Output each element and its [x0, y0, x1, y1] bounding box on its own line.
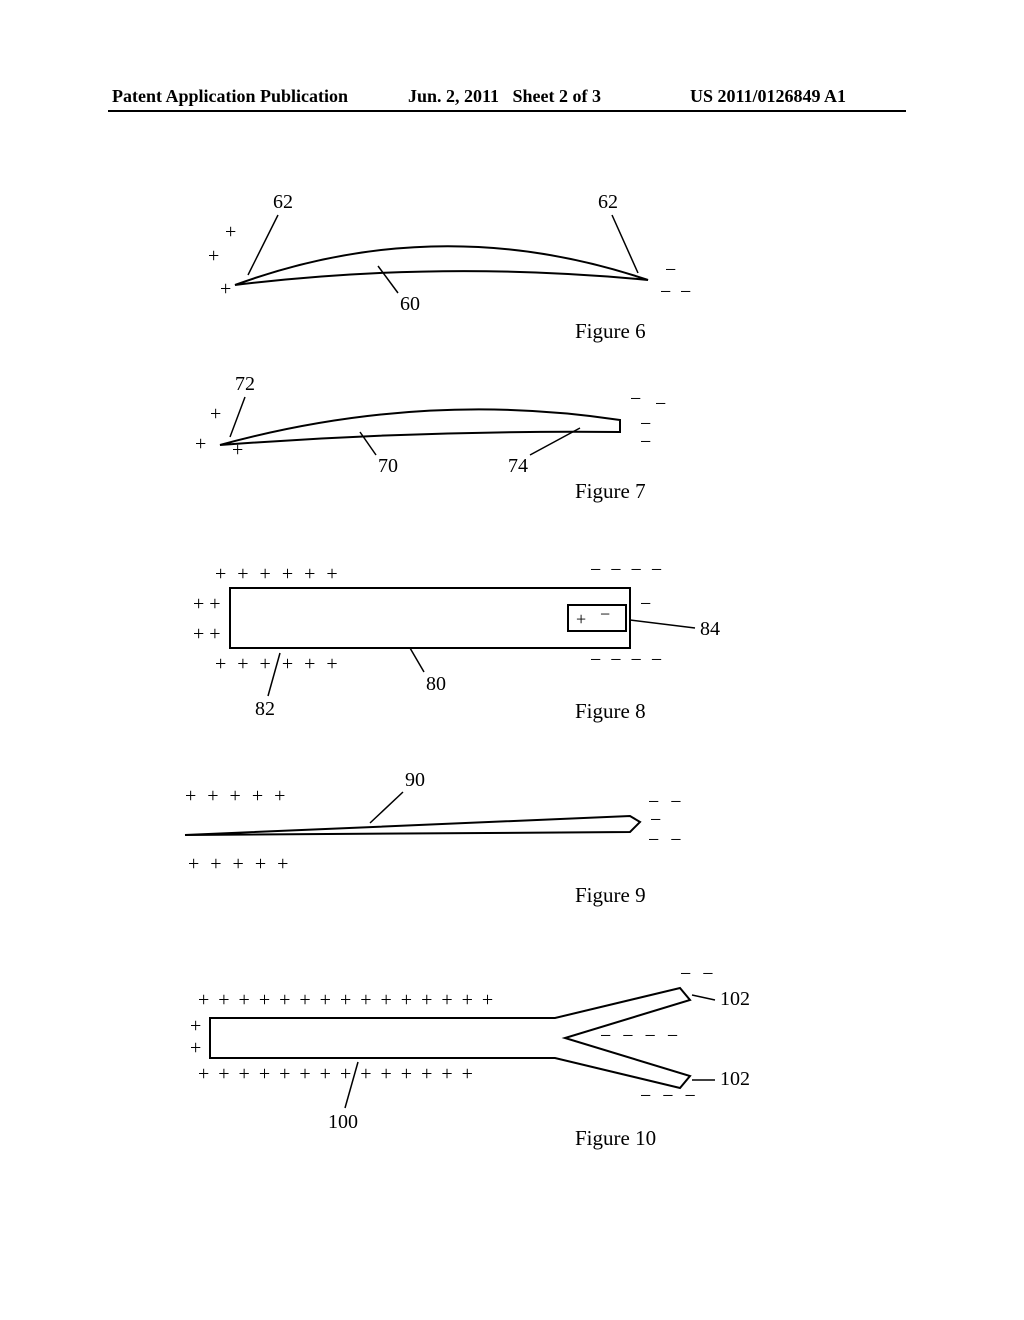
figure-8: + + + + + + + + + + + + + + + + + − − − …: [0, 540, 1024, 740]
header-date-text: Jun. 2, 2011: [408, 86, 499, 106]
fig9-shape: [185, 816, 640, 835]
fig6-shape: [235, 246, 648, 285]
fig6-minus-1: −: [660, 281, 671, 303]
fig10-leader-102a: [692, 995, 715, 1000]
fig8-plus-inner: +: [576, 609, 586, 629]
fig7-plus-2: +: [232, 439, 243, 461]
fig7-label-72: 72: [235, 373, 255, 395]
fig9-leader-90: [370, 792, 403, 823]
fig8-plus-l1: + +: [193, 593, 221, 615]
fig7-minus-3: −: [640, 431, 651, 453]
fig10-plus-top: + + + + + + + + + + + + + + +: [198, 989, 495, 1011]
fig8-label-84: 84: [700, 618, 720, 640]
fig8-leader-84: [630, 620, 695, 628]
fig9-minus-bot: − −: [648, 829, 685, 851]
fig6-minus-2: −: [680, 281, 691, 303]
fig6-label-60: 60: [400, 293, 420, 315]
fig9-plus-bot: + + + + +: [188, 853, 291, 875]
fig9-caption: Figure 9: [575, 883, 646, 907]
fig6-plus-1: +: [208, 245, 219, 267]
fig8-minus-inner: −: [600, 604, 610, 624]
fig10-caption: Figure 10: [575, 1126, 656, 1150]
fig9-minus-mid: −: [650, 809, 661, 831]
header-sheet: Sheet 2 of 3: [513, 86, 602, 106]
fig7-leader-72: [230, 397, 245, 437]
figure-7: 72 70 74 + + + − − − − Figure 7: [0, 370, 1024, 510]
fig8-leader-80: [410, 648, 424, 672]
fig8-minus-r: −: [640, 593, 651, 615]
fig8-plus-l2: + +: [193, 623, 221, 645]
fig9-label-90: 90: [405, 769, 425, 791]
fig10-minus-br: − − −: [640, 1085, 699, 1107]
fig10-label-100: 100: [328, 1111, 358, 1133]
fig10-minus-mid: − − − −: [600, 1025, 681, 1047]
fig7-plus-0: +: [210, 403, 221, 425]
fig6-caption: Figure 6: [575, 319, 646, 343]
fig8-label-82: 82: [255, 698, 275, 720]
fig6-label-62r: 62: [598, 191, 618, 213]
fig6-leader-62l: [248, 215, 278, 275]
fig10-plus-bot: + + + + + + + + + + + + + +: [198, 1063, 475, 1085]
header-left: Patent Application Publication: [112, 86, 348, 107]
fig10-label-102a: 102: [720, 988, 750, 1010]
fig6-leader-62r: [612, 215, 638, 273]
fig10-plus-l2: +: [190, 1037, 201, 1059]
fig8-minus-bot: − − − −: [590, 649, 664, 671]
fig8-minus-top: − − − −: [590, 559, 664, 581]
fig6-label-62l: 62: [273, 191, 293, 213]
fig8-plus-bot: + + + + + +: [215, 653, 341, 675]
fig7-minus-0: −: [630, 388, 641, 410]
figure-6: 62 62 60 + + + − − − Figure 6: [0, 180, 1024, 350]
fig7-caption: Figure 7: [575, 479, 646, 503]
figure-9: + + + + + + + + + + − − − − − 90 Figure …: [0, 760, 1024, 920]
fig8-caption: Figure 8: [575, 699, 646, 723]
fig9-plus-top: + + + + +: [185, 785, 288, 807]
header-pubno: US 2011/0126849 A1: [690, 86, 846, 107]
fig7-shape: [220, 409, 620, 445]
fig7-label-70: 70: [378, 455, 398, 477]
header-rule: [108, 110, 906, 112]
fig6-minus-0: −: [665, 259, 676, 281]
fig10-label-102b: 102: [720, 1068, 750, 1090]
fig6-plus-0: +: [225, 221, 236, 243]
fig7-minus-1: −: [655, 393, 666, 415]
fig6-plus-2: +: [220, 278, 231, 300]
fig7-plus-1: +: [195, 433, 206, 455]
fig8-label-80: 80: [426, 673, 446, 695]
fig10-minus-tr: − −: [680, 963, 717, 985]
fig8-plus-top: + + + + + +: [215, 563, 341, 585]
header-date: Jun. 2, 2011 Sheet 2 of 3: [408, 86, 601, 107]
fig7-label-74: 74: [508, 455, 528, 477]
fig10-plus-l1: +: [190, 1015, 201, 1037]
figure-10: + + + + + + + + + + + + + + + + + + + + …: [0, 950, 1024, 1180]
